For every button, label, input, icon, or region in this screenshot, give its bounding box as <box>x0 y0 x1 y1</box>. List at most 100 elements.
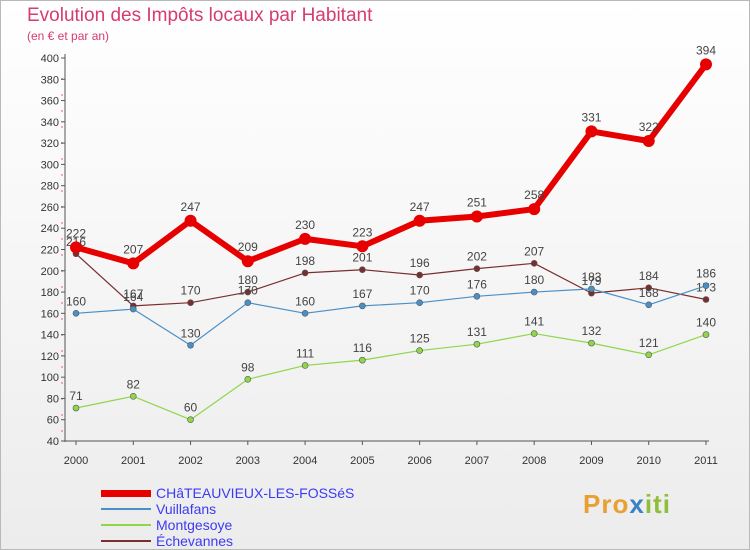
data-label: 322 <box>639 120 659 134</box>
series-2: 71 82 60 98 111 116 125 131 141 132 121 140 <box>69 315 716 424</box>
data-label: 116 <box>353 341 372 355</box>
data-label: 196 <box>410 256 430 270</box>
series-3: 216167170180198201196202207179184173 <box>66 235 716 310</box>
data-label: 176 <box>467 277 487 291</box>
data-label: 183 <box>581 270 601 284</box>
data-point <box>72 310 80 317</box>
data-label: 209 <box>238 240 258 254</box>
data-point <box>359 356 366 364</box>
y-tick-label: 280 <box>41 181 59 193</box>
data-point <box>359 302 366 310</box>
data-point <box>416 347 423 354</box>
data-point <box>585 125 598 138</box>
data-label: 160 <box>66 294 86 308</box>
data-point <box>645 351 653 359</box>
data-label: 201 <box>352 251 372 265</box>
data-label: 222 <box>66 226 86 240</box>
data-label: 111 <box>296 346 315 360</box>
x-tick-label: 2006 <box>407 455 431 467</box>
series-line <box>75 62 709 267</box>
data-point <box>416 299 423 306</box>
x-tick-label: 2005 <box>350 455 374 467</box>
chart-subtitle: (en € et par an) <box>27 29 110 43</box>
data-label: 247 <box>410 200 430 214</box>
data-label: 186 <box>696 267 716 281</box>
data-point <box>702 282 710 289</box>
y-tick-label: 400 <box>41 53 59 65</box>
data-label: 164 <box>123 290 143 304</box>
data-point <box>700 58 712 71</box>
data-label: 258 <box>524 188 544 202</box>
data-label: 207 <box>524 244 544 258</box>
data-point <box>301 310 309 317</box>
y-tick-label: 60 <box>47 415 59 427</box>
data-point <box>187 341 194 349</box>
y-tick-label: 80 <box>47 393 59 405</box>
legend-item: Vuillafans <box>101 501 401 518</box>
data-point <box>244 299 252 306</box>
data-point <box>301 362 309 369</box>
data-label: 141 <box>524 315 544 329</box>
data-point <box>528 203 541 216</box>
data-label: 82 <box>127 377 141 391</box>
y-tick-label: 380 <box>41 74 59 86</box>
data-point <box>473 293 481 300</box>
data-label: 394 <box>696 43 716 57</box>
data-label: 184 <box>639 269 659 283</box>
data-point <box>70 241 82 254</box>
legend-swatch <box>101 524 151 526</box>
data-point <box>299 232 312 245</box>
data-point <box>187 299 194 306</box>
y-tick-label: 260 <box>41 202 59 214</box>
chart-title: Evolution des Impôts locaux par Habitant <box>27 5 373 26</box>
data-point <box>72 404 80 412</box>
data-point <box>129 305 137 313</box>
data-label: 130 <box>181 326 201 340</box>
data-label: 121 <box>639 336 659 350</box>
y-tick-label: 140 <box>41 330 59 342</box>
legend-item: CHâTEAUVIEUX-LES-FOSSéS <box>101 485 401 502</box>
x-tick-label: 2004 <box>293 455 317 467</box>
y-tick-label: 340 <box>41 117 59 129</box>
y-tick-label: 120 <box>41 351 59 363</box>
series-0: 222 207 247 209 230 223 247 251 258 331 322 394 <box>66 43 716 270</box>
data-label: 167 <box>123 287 143 301</box>
data-label: 251 <box>467 196 487 210</box>
data-point <box>127 257 140 270</box>
logo-part: iti <box>644 489 671 519</box>
data-point <box>470 210 483 223</box>
data-point <box>416 271 423 279</box>
y-tick-label: 240 <box>41 223 59 235</box>
data-point <box>473 265 481 272</box>
legend-swatch <box>101 540 151 542</box>
legend-item: Montgesoye <box>101 517 401 534</box>
data-label: 167 <box>352 287 372 301</box>
data-point <box>473 340 481 348</box>
data-point <box>413 214 426 227</box>
legend-swatch <box>101 489 151 497</box>
data-label: 230 <box>295 218 315 232</box>
y-tick-label: 320 <box>41 138 59 150</box>
legend-label: Échevannes <box>156 533 234 549</box>
legend-item: Échevannes <box>101 533 401 550</box>
data-label: 198 <box>295 254 315 268</box>
series-line <box>75 253 707 307</box>
legend-label: Montgesoye <box>156 517 233 533</box>
y-tick-label: 300 <box>41 159 59 171</box>
data-label: 132 <box>581 324 601 338</box>
x-tick-label: 2007 <box>465 455 489 467</box>
x-tick-label: 2011 <box>694 455 718 467</box>
x-tick-label: 2003 <box>236 455 260 467</box>
data-point <box>645 284 653 292</box>
legend-swatch <box>101 508 151 510</box>
y-tick-label: 220 <box>41 245 59 257</box>
x-tick-label: 2008 <box>522 455 546 467</box>
data-label: 168 <box>639 286 659 300</box>
x-tick-label: 2001 <box>121 455 145 467</box>
legend: CHâTEAUVIEUX-LES-FOSSéS Vuillafans Montges… <box>101 485 401 550</box>
x-tick-label: 2002 <box>178 455 202 467</box>
data-point <box>187 416 194 424</box>
data-point <box>244 375 252 383</box>
